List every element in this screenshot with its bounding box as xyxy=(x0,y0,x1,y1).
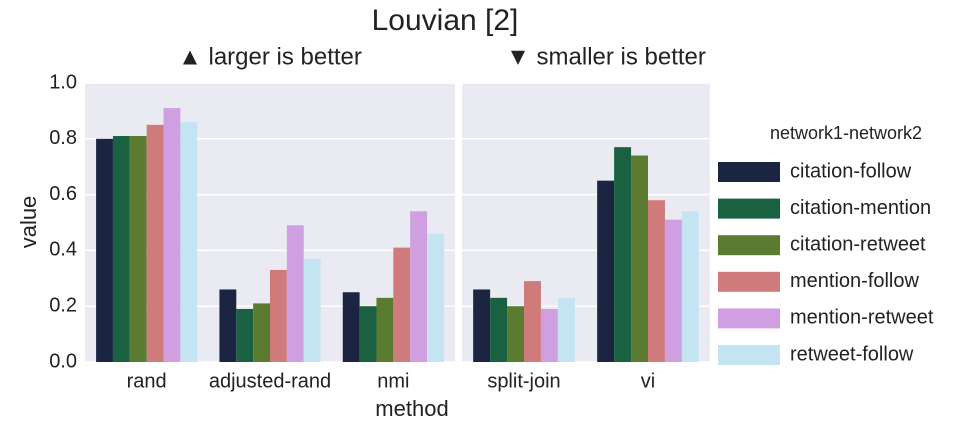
x-tick-label: nmi xyxy=(377,370,409,392)
chart-title: Louvian [2] xyxy=(372,4,519,37)
bar xyxy=(236,308,254,362)
y-tick-label: 0.8 xyxy=(49,127,77,149)
bar xyxy=(597,180,615,362)
y-tick-label: 1.0 xyxy=(49,71,77,93)
bar xyxy=(96,138,113,362)
bar xyxy=(490,297,508,362)
legend-swatch xyxy=(718,235,780,256)
bar xyxy=(614,147,632,362)
x-tick-label: rand xyxy=(127,370,167,392)
bar xyxy=(163,108,181,362)
y-tick-label: 0.0 xyxy=(49,350,77,372)
bar xyxy=(427,233,444,362)
y-axis-label: value xyxy=(16,196,41,249)
x-axis-label: method xyxy=(375,396,448,421)
bar xyxy=(359,306,377,362)
x-tick-label: vi xyxy=(641,370,655,392)
legend-swatch xyxy=(718,345,780,365)
y-tick-label: 0.4 xyxy=(49,239,77,261)
bar xyxy=(524,281,541,362)
bar xyxy=(180,122,198,362)
bar xyxy=(303,258,321,362)
bar xyxy=(664,219,682,362)
legend-label: citation-mention xyxy=(790,197,931,219)
legend-swatch xyxy=(718,308,780,329)
bar xyxy=(648,200,665,362)
legend-swatch xyxy=(718,198,780,219)
y-tick-label: 0.2 xyxy=(49,294,77,316)
bar xyxy=(410,211,428,362)
bar xyxy=(129,136,147,362)
legend-label: mention-retweet xyxy=(790,307,934,329)
legend-title: network1-network2 xyxy=(770,123,922,143)
bar xyxy=(557,297,575,362)
legend-label: retweet-follow xyxy=(790,343,914,365)
legend-swatch xyxy=(718,162,780,182)
bar xyxy=(112,136,130,362)
bar xyxy=(270,269,287,362)
legend-swatch xyxy=(718,271,780,292)
legend-label: mention-follow xyxy=(790,270,920,292)
bar xyxy=(631,155,648,362)
panel-annotation: ▲ larger is better xyxy=(178,43,362,70)
bar xyxy=(286,225,304,362)
bar xyxy=(393,247,411,362)
bar xyxy=(681,211,699,362)
bar xyxy=(253,303,270,362)
bar xyxy=(473,289,491,362)
bar xyxy=(507,306,524,362)
legend-label: citation-follow xyxy=(790,160,912,182)
bar xyxy=(342,292,360,362)
x-tick-label: adjusted-rand xyxy=(209,370,331,392)
bar xyxy=(219,289,237,362)
legend-label: citation-retweet xyxy=(790,233,926,255)
y-tick-label: 0.6 xyxy=(49,183,77,205)
panel-annotation: ▼ smaller is better xyxy=(506,43,706,70)
bar xyxy=(376,297,394,362)
x-tick-label: split-join xyxy=(487,370,560,392)
bar xyxy=(146,124,164,362)
bar xyxy=(540,308,558,362)
